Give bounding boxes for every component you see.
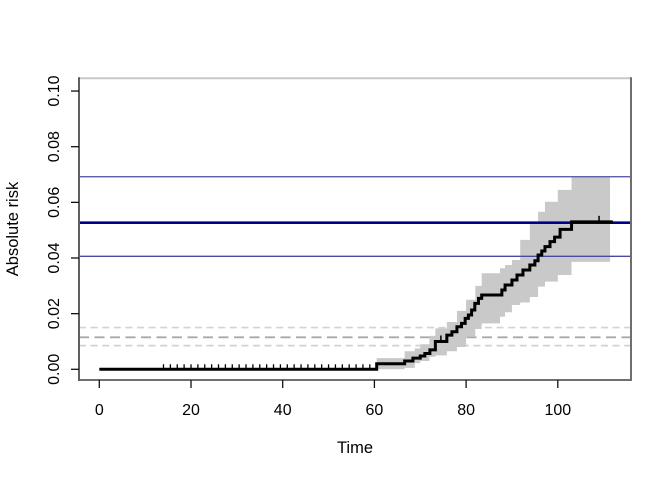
x-axis-title: Time	[337, 439, 373, 457]
y-tick-label: 0.06	[46, 187, 63, 218]
x-tick-label: 40	[274, 402, 292, 419]
y-tick-label: 0.08	[46, 131, 63, 162]
x-tick-label: 80	[457, 402, 475, 419]
x-tick-label: 20	[182, 402, 200, 419]
x-tick-label: 0	[95, 402, 104, 419]
predicted-absolute-risk-step-curve	[99, 220, 613, 371]
x-tick-label: 60	[366, 402, 384, 419]
y-axis-title: Absolute risk	[4, 181, 22, 276]
y-tick-label: 0.10	[46, 75, 63, 106]
y-tick-label: 0.04	[46, 242, 63, 273]
pointwise-confidence-band	[376, 177, 611, 370]
y-tick-label: 0.00	[46, 354, 63, 385]
y-tick-label: 0.02	[46, 298, 63, 329]
x-tick-label: 100	[544, 402, 571, 419]
